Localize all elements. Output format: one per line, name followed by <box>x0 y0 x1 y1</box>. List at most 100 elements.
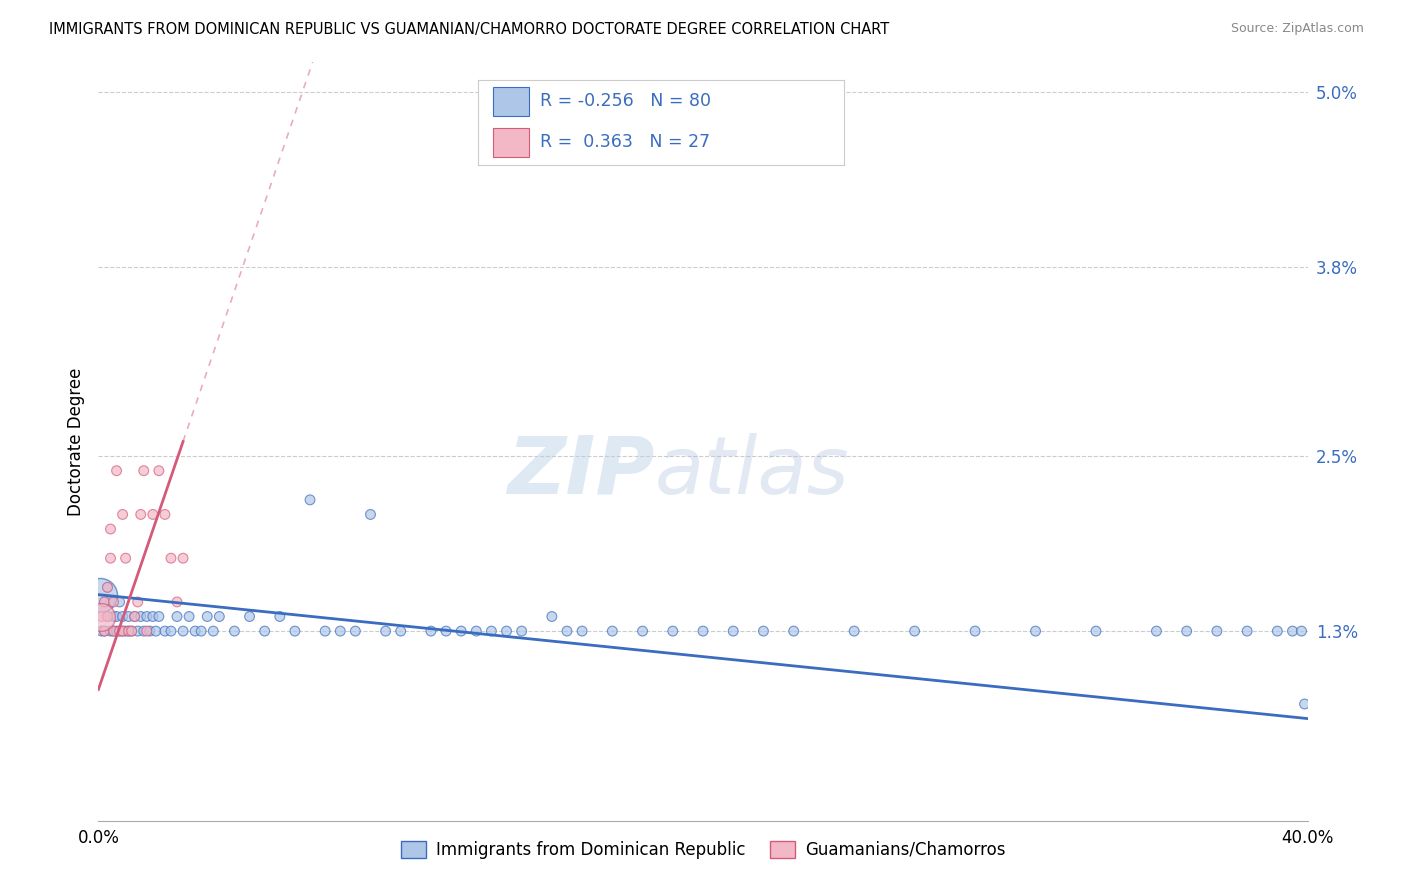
Point <box>389 624 412 639</box>
Point <box>844 624 866 639</box>
Point <box>1291 624 1313 639</box>
Point <box>253 624 276 639</box>
Point <box>160 551 183 566</box>
Point <box>420 624 443 639</box>
Point <box>96 580 118 594</box>
Point <box>571 624 593 639</box>
Point <box>540 609 562 624</box>
Point <box>105 624 128 639</box>
Point <box>1294 697 1316 711</box>
Point <box>108 624 131 639</box>
Point <box>329 624 352 639</box>
Point <box>434 624 457 639</box>
Point <box>172 624 194 639</box>
Point <box>103 595 125 609</box>
Point <box>93 595 115 609</box>
Text: ZIP: ZIP <box>508 433 655 511</box>
Point <box>224 624 246 639</box>
Point <box>124 609 146 624</box>
Point <box>135 624 157 639</box>
Point <box>100 624 122 639</box>
Point <box>114 624 136 639</box>
Point <box>103 624 125 639</box>
Point <box>299 492 322 507</box>
Point <box>1024 624 1046 639</box>
Point <box>510 624 533 639</box>
Point <box>631 624 654 639</box>
Point <box>139 624 162 639</box>
Point <box>239 609 262 624</box>
Point <box>96 580 118 594</box>
Point <box>1144 624 1167 639</box>
Point <box>103 624 125 639</box>
Point <box>108 624 131 639</box>
Point <box>481 624 503 639</box>
Point <box>1175 624 1198 639</box>
Point <box>179 609 201 624</box>
Point <box>1267 624 1289 639</box>
Point <box>450 624 472 639</box>
Point <box>129 508 152 522</box>
Point <box>783 624 806 639</box>
Point <box>602 624 624 639</box>
Point <box>105 464 128 478</box>
Point <box>93 624 115 639</box>
Point <box>965 624 987 639</box>
Point <box>132 624 155 639</box>
Point <box>121 624 143 639</box>
Point <box>96 609 118 624</box>
Point <box>153 508 176 522</box>
Point <box>752 624 775 639</box>
Point <box>135 609 157 624</box>
Point <box>269 609 291 624</box>
Point <box>96 609 118 624</box>
Point <box>90 624 112 639</box>
Point <box>100 551 122 566</box>
Point <box>142 609 165 624</box>
Point <box>118 624 141 639</box>
Bar <box>492 87 529 116</box>
Point <box>153 624 176 639</box>
Text: IMMIGRANTS FROM DOMINICAN REPUBLIC VS GUAMANIAN/CHAMORRO DOCTORATE DEGREE CORREL: IMMIGRANTS FROM DOMINICAN REPUBLIC VS GU… <box>49 22 890 37</box>
Text: R = -0.256   N = 80: R = -0.256 N = 80 <box>540 93 711 111</box>
Point <box>172 551 194 566</box>
Point <box>1206 624 1229 639</box>
Point <box>132 464 155 478</box>
Text: atlas: atlas <box>655 433 849 511</box>
Point <box>127 595 149 609</box>
Point <box>344 624 367 639</box>
Point <box>142 508 165 522</box>
Point <box>314 624 336 639</box>
Point <box>121 624 143 639</box>
Point <box>145 624 167 639</box>
Point <box>111 624 134 639</box>
Point <box>208 609 231 624</box>
Point <box>148 464 170 478</box>
Point <box>202 624 225 639</box>
Point <box>166 609 188 624</box>
Point <box>692 624 714 639</box>
Point <box>904 624 927 639</box>
Point <box>190 624 212 639</box>
Point <box>100 595 122 609</box>
Point <box>166 595 188 609</box>
Point <box>465 624 488 639</box>
Y-axis label: Doctorate Degree: Doctorate Degree <box>66 368 84 516</box>
Point <box>1236 624 1258 639</box>
Point <box>160 624 183 639</box>
Point <box>118 609 141 624</box>
Legend: Immigrants from Dominican Republic, Guamanians/Chamorros: Immigrants from Dominican Republic, Guam… <box>394 834 1012 865</box>
Text: Source: ZipAtlas.com: Source: ZipAtlas.com <box>1230 22 1364 36</box>
Point <box>93 624 115 639</box>
Point <box>723 624 745 639</box>
Text: R =  0.363   N = 27: R = 0.363 N = 27 <box>540 133 710 151</box>
Point <box>111 609 134 624</box>
Point <box>129 609 152 624</box>
Point <box>108 595 131 609</box>
Point <box>89 588 111 602</box>
Point <box>374 624 396 639</box>
Point <box>360 508 382 522</box>
Point <box>114 551 136 566</box>
Point <box>148 609 170 624</box>
Point <box>127 624 149 639</box>
